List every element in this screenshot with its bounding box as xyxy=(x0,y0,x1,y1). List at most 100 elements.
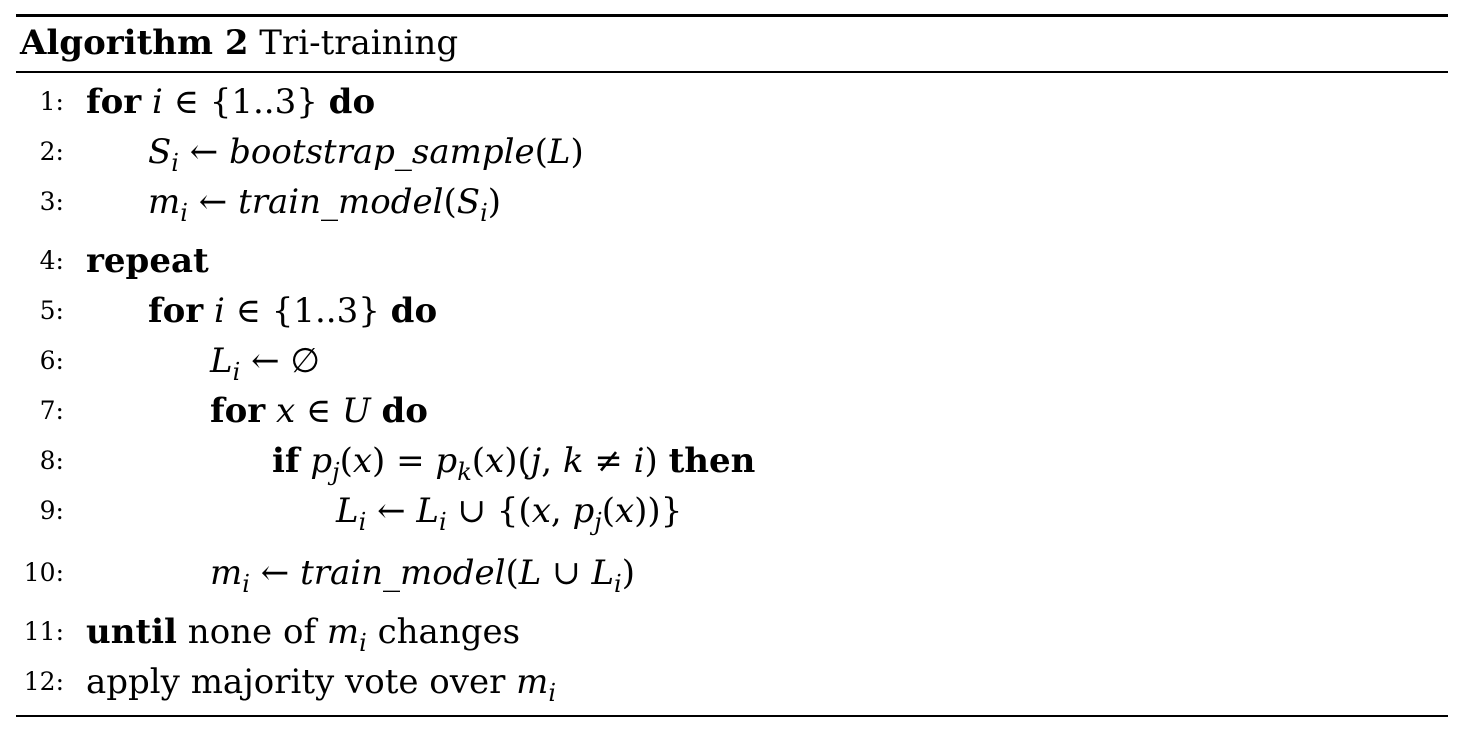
symbol-elem: ∈ xyxy=(235,291,261,331)
symbol-union: ∪ xyxy=(552,553,581,593)
keyword-for: for xyxy=(210,391,266,431)
line-number: 6: xyxy=(39,346,64,375)
keyword-do: do xyxy=(381,391,428,431)
line-number: 2: xyxy=(39,137,64,166)
text-none-of: none of xyxy=(187,612,317,652)
bottom-rule xyxy=(16,715,1448,717)
keyword-until: until xyxy=(86,612,177,652)
symbol-elem: ∈ xyxy=(306,391,332,431)
var-L: L xyxy=(416,491,439,531)
symbol-arrow: ← xyxy=(377,491,406,531)
algorithm-label: Algorithm 2 xyxy=(20,23,249,63)
var-L: L xyxy=(336,491,359,531)
subscript-i: i xyxy=(548,679,557,707)
line-number: 7: xyxy=(39,396,64,425)
algorithm-title: Tri-training xyxy=(259,23,459,63)
var-x: x xyxy=(352,441,373,481)
subscript-i: i xyxy=(242,570,250,598)
symbol-empty: ∅ xyxy=(290,341,321,381)
subscript-i: i xyxy=(358,508,367,536)
line-code: mi ← train_model(L ∪ Li) xyxy=(210,553,635,598)
subscript-j: j xyxy=(332,458,340,486)
keyword-then: then xyxy=(668,441,756,481)
var-i: i xyxy=(633,441,645,481)
keyword-for: for xyxy=(86,82,142,122)
subscript-i: i xyxy=(232,358,241,386)
keyword-do: do xyxy=(328,82,376,122)
subscript-i: i xyxy=(180,199,188,227)
function-train: train_model xyxy=(300,553,506,593)
symbol-neq: ≠ xyxy=(594,441,623,481)
line-code: until none of mi changes xyxy=(86,607,520,657)
line-number: 3: xyxy=(39,187,64,216)
range-set: {1..3} xyxy=(271,291,380,331)
subscript-i: i xyxy=(438,508,447,536)
var-L: L xyxy=(518,553,542,593)
keyword-repeat: repeat xyxy=(86,241,209,281)
var-k: k xyxy=(562,441,584,481)
var-x: x xyxy=(531,491,551,531)
line-code: for i ∈ {1..3} do xyxy=(148,286,437,336)
line-code: if pj(x) = pk(x)(j, k ≠ i) then xyxy=(272,441,756,486)
var-p: p xyxy=(572,491,595,531)
line-code: for i ∈ {1..3} do xyxy=(86,77,375,127)
text-changes: changes xyxy=(377,612,521,652)
top-rule xyxy=(16,14,1448,17)
keyword-for: for xyxy=(148,291,204,331)
var-L: L xyxy=(591,553,615,593)
var-m: m xyxy=(210,553,243,593)
var-x: x xyxy=(485,441,505,481)
symbol-eq: = xyxy=(396,441,425,481)
var-i: i xyxy=(214,291,225,331)
subscript-j: j xyxy=(594,508,602,536)
line-code: apply majority vote over mi xyxy=(86,657,556,707)
var-p: p xyxy=(310,441,333,481)
line-code: repeat xyxy=(86,236,209,286)
var-x: x xyxy=(276,391,296,431)
line-code: Si ← bootstrap_sample(L) xyxy=(148,132,584,177)
subscript-i: i xyxy=(614,570,622,598)
line-number: 8: xyxy=(39,446,64,475)
range-set: {1..3} xyxy=(209,82,318,122)
var-S: S xyxy=(148,132,172,172)
var-U: U xyxy=(342,391,371,431)
symbol-elem: ∈ xyxy=(173,82,199,122)
subscript-k: k xyxy=(457,458,472,486)
symbol-arrow: ← xyxy=(251,341,280,381)
line-number: 9: xyxy=(39,496,64,525)
line-number: 11: xyxy=(23,617,64,646)
symbol-union: ∪ xyxy=(457,491,486,531)
subscript-i: i xyxy=(480,199,488,227)
var-m: m xyxy=(326,612,360,652)
subscript-i: i xyxy=(359,629,367,657)
var-S: S xyxy=(456,182,481,222)
caption-rule xyxy=(16,71,1448,73)
keyword-do: do xyxy=(390,291,438,331)
line-code: Li ← Li ∪ {(x, pj(x))} xyxy=(336,491,683,536)
symbol-arrow: ← xyxy=(198,182,228,222)
var-x: x xyxy=(614,491,635,531)
var-L: L xyxy=(210,341,233,381)
function-train: train_model xyxy=(238,182,444,222)
subscript-i: i xyxy=(171,149,179,177)
symbol-arrow: ← xyxy=(260,553,290,593)
line-code: for x ∈ U do xyxy=(210,386,428,436)
text-apply-majority-vote: apply majority vote over xyxy=(86,662,506,702)
line-number: 1: xyxy=(39,87,64,116)
var-m: m xyxy=(516,662,549,702)
line-number: 12: xyxy=(23,667,64,696)
var-m: m xyxy=(148,182,181,222)
line-code: Li ← ∅ xyxy=(210,336,320,386)
line-code: mi ← train_model(Si) xyxy=(148,182,502,227)
keyword-if: if xyxy=(272,441,300,481)
line-number: 5: xyxy=(39,296,64,325)
symbol-arrow: ← xyxy=(189,132,219,172)
var-p: p xyxy=(435,441,458,481)
line-number: 10: xyxy=(23,558,64,587)
var-i: i xyxy=(152,82,163,122)
var-j: j xyxy=(530,441,542,481)
var-L: L xyxy=(547,132,571,172)
algorithm-caption: Algorithm 2 Tri-training xyxy=(20,18,458,68)
function-bootstrap: bootstrap_sample xyxy=(229,132,535,172)
line-number: 4: xyxy=(39,246,64,275)
